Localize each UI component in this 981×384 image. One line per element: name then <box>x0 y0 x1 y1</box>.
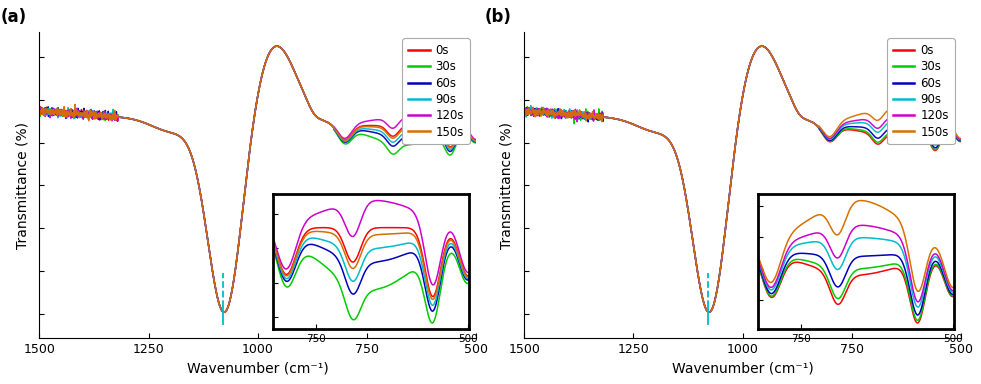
Y-axis label: Transmittance (%): Transmittance (%) <box>500 122 514 249</box>
Text: (b): (b) <box>486 8 512 26</box>
Y-axis label: Transmittance (%): Transmittance (%) <box>15 122 29 249</box>
Legend: 0s, 30s, 60s, 90s, 120s, 150s: 0s, 30s, 60s, 90s, 120s, 150s <box>402 38 470 144</box>
X-axis label: Wavenumber (cm⁻¹): Wavenumber (cm⁻¹) <box>186 362 329 376</box>
Text: (a): (a) <box>0 8 26 26</box>
Legend: 0s, 30s, 60s, 90s, 120s, 150s: 0s, 30s, 60s, 90s, 120s, 150s <box>887 38 955 144</box>
X-axis label: Wavenumber (cm⁻¹): Wavenumber (cm⁻¹) <box>672 362 813 376</box>
